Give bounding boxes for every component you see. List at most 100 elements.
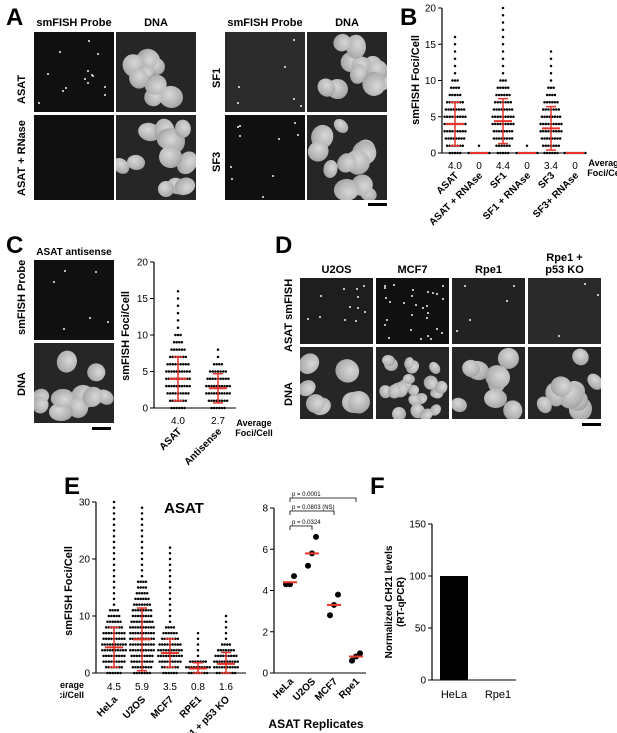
data-point xyxy=(224,631,228,635)
panel-label-a: A xyxy=(6,4,24,31)
data-point xyxy=(506,86,510,89)
data-point xyxy=(171,660,174,663)
foci-dot xyxy=(403,301,406,304)
foci-dot xyxy=(348,305,351,308)
foci-dot xyxy=(277,137,280,140)
data-point xyxy=(457,108,461,111)
data-point xyxy=(453,72,457,75)
data-point xyxy=(456,79,459,82)
y-tick-label: 8 xyxy=(262,504,268,515)
panel-label-b: B xyxy=(400,4,418,31)
data-point xyxy=(456,93,459,97)
data-point xyxy=(143,660,146,663)
foci-dot xyxy=(427,311,430,314)
data-point xyxy=(218,671,221,675)
significance-bracket xyxy=(289,525,313,530)
data-point xyxy=(172,626,176,629)
data-point xyxy=(140,512,144,515)
data-point xyxy=(221,370,225,373)
data-point xyxy=(456,115,459,118)
data-point xyxy=(491,115,494,118)
data-point xyxy=(115,654,118,658)
data-point xyxy=(139,597,142,601)
data-point xyxy=(168,597,172,601)
data-point xyxy=(168,620,172,623)
data-point xyxy=(112,569,116,572)
data-point xyxy=(147,614,150,618)
data-point xyxy=(175,648,178,652)
data-point xyxy=(104,631,108,635)
data-point xyxy=(495,93,498,97)
data-point xyxy=(149,643,153,646)
data-point xyxy=(188,370,191,373)
data-point xyxy=(549,86,553,89)
data-point xyxy=(180,654,183,658)
data-point xyxy=(166,362,169,366)
data-point xyxy=(224,377,228,381)
data-point xyxy=(444,137,448,140)
data-point xyxy=(553,93,557,97)
data-point xyxy=(544,144,548,147)
data-point xyxy=(168,399,172,402)
data-point xyxy=(447,108,450,111)
data-point xyxy=(151,654,154,658)
nucleus xyxy=(300,348,324,378)
data-point xyxy=(170,384,173,388)
data-point xyxy=(180,348,184,351)
data-point xyxy=(111,609,114,612)
data-point xyxy=(132,660,136,663)
data-point xyxy=(543,137,546,140)
foci-dot xyxy=(427,334,430,337)
data-point xyxy=(168,552,172,555)
data-point xyxy=(162,654,165,658)
data-point xyxy=(140,523,144,527)
y-tick-label: 10 xyxy=(425,76,437,87)
data-point xyxy=(148,603,152,606)
data-point xyxy=(496,86,500,89)
data-point xyxy=(185,384,189,388)
data-point xyxy=(560,130,563,133)
data-point xyxy=(115,660,118,663)
x-axis-label: ASAT Replicates xyxy=(268,717,363,731)
data-point xyxy=(208,370,212,373)
data-point xyxy=(140,671,144,675)
data-point xyxy=(552,144,555,147)
data-point xyxy=(110,637,113,641)
data-point xyxy=(112,603,116,606)
data-point xyxy=(179,660,182,663)
data-point xyxy=(554,130,558,133)
data-point xyxy=(116,620,120,623)
data-point xyxy=(508,93,511,97)
data-point xyxy=(460,108,463,111)
replicate-point xyxy=(335,591,341,598)
foci-dot xyxy=(389,300,392,303)
data-point xyxy=(215,671,219,675)
data-point xyxy=(553,101,557,104)
foci-dot xyxy=(104,94,107,97)
data-point xyxy=(164,654,168,658)
data-point xyxy=(138,671,141,675)
data-point xyxy=(501,14,505,17)
data-point xyxy=(145,591,149,595)
data-point xyxy=(170,370,173,373)
panel-d-header-rpe1-p53-line2: p53 KO xyxy=(545,264,584,276)
data-point xyxy=(221,377,225,381)
foci-dot xyxy=(392,283,395,286)
data-point xyxy=(129,648,132,652)
data-point xyxy=(134,631,137,635)
data-point xyxy=(140,557,144,561)
data-point xyxy=(548,93,551,97)
data-point xyxy=(158,643,161,646)
data-point xyxy=(445,144,449,147)
data-point xyxy=(227,377,230,381)
data-point xyxy=(236,666,239,669)
data-point xyxy=(451,79,454,82)
data-point xyxy=(168,392,172,395)
data-point xyxy=(212,362,216,366)
data-point xyxy=(464,130,467,133)
data-point xyxy=(175,341,178,344)
average-value: 4.0 xyxy=(171,416,185,427)
data-point xyxy=(205,671,209,675)
data-point xyxy=(130,654,133,658)
